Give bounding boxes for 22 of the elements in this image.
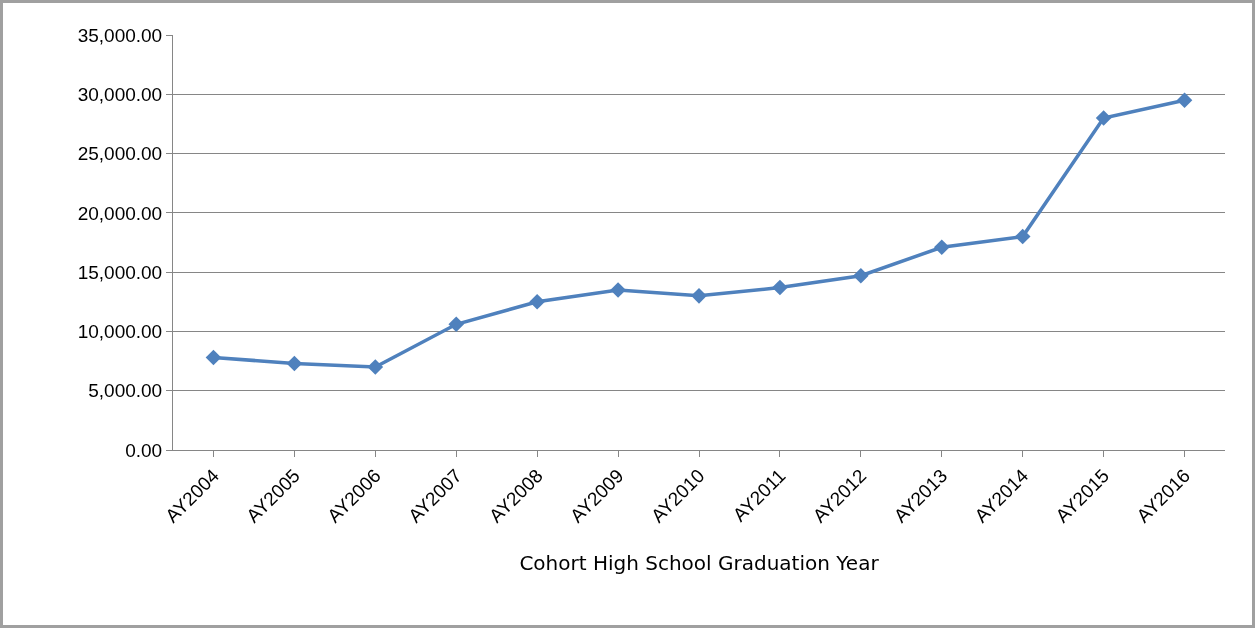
y-tick-label: 5,000.00: [88, 380, 163, 402]
point: [1014, 228, 1031, 245]
point: [367, 359, 384, 375]
point: [1176, 92, 1193, 109]
y-tick-label: 30,000.00: [77, 83, 163, 105]
y-tick-label: 35,000.00: [77, 24, 163, 46]
x-axis-title: Cohort High School Graduation Year: [519, 551, 880, 576]
y-tick-label: 20,000.00: [77, 202, 163, 224]
y-tick-label: 25,000.00: [77, 143, 163, 165]
point: [448, 316, 465, 333]
point: [853, 267, 869, 284]
point: [772, 279, 788, 296]
point: [933, 239, 950, 256]
point: [610, 282, 626, 298]
y-tick-label: 0.00: [125, 439, 163, 461]
point: [286, 355, 303, 372]
point: [529, 293, 545, 310]
point: [691, 288, 707, 304]
point: [205, 349, 222, 366]
point: [1095, 110, 1112, 126]
y-tick-label: 15,000.00: [77, 261, 163, 283]
y-tick-label: 10,000.00: [77, 321, 163, 343]
